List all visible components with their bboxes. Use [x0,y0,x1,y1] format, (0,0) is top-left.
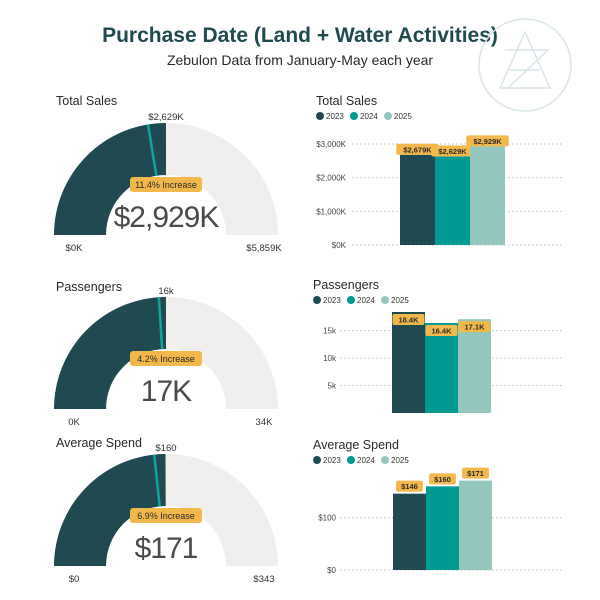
gauge-fill-passengers [54,297,166,409]
gauge-fill-total-sales [54,123,166,235]
gauge-value-passengers: 17K [141,375,192,408]
legend-marker-2025-passengers [381,296,389,304]
legend-marker-2024-passengers [347,296,355,304]
legend-label-2023-average-spend: 2023 [323,456,341,465]
gauge-badge-total-sales [130,177,202,192]
brand-logo-icon [478,18,572,112]
data-label-2023-passengers: 18.4K [398,316,419,325]
bar-2023-average-spend [393,493,426,570]
gauge-badge-label-passengers: 4.2% Increase [137,354,195,364]
bar-chart-total-sales: 2023 2024 2025 $0K $1,000K $2,000K $3,000K $2,6… [316,112,562,250]
gauge-badge-passengers [130,351,202,366]
gauge-title-passengers: Passengers [56,280,123,294]
data-label-badge-2024-average-spend [429,473,456,485]
data-label-badge-2023-total-sales [396,143,439,155]
bar-2023-total-sales [400,154,435,245]
gauge-marker-label-passengers: 16k [158,286,174,297]
y-tick-label-total-sales: $3,000K [316,140,346,149]
data-label-badge-2024-total-sales [431,145,474,157]
legend-label-2025-total-sales: 2025 [394,112,412,121]
page-title: Purchase Date (Land + Water Activities) [102,24,498,47]
legend-label-2025-average-spend: 2025 [391,456,409,465]
legend-label-2024-total-sales: 2024 [360,112,378,121]
gauge-marker-label-average-spend: $160 [155,443,176,454]
gauge-badge-average-spend [130,508,202,523]
legend-label-2025-passengers: 2025 [391,296,409,305]
bar-title-total-sales: Total Sales [316,94,378,108]
data-label-badge-2023-passengers [392,314,425,325]
gauge-badge-label-average-spend: 6.9% Increase [137,511,195,521]
bar-2023-passengers [392,312,425,413]
data-label-2023-total-sales: $2,679K [403,145,432,154]
legend-marker-2025-total-sales [384,112,392,120]
legend-marker-2025-average-spend [381,456,389,464]
gauge-value-average-spend: $171 [135,532,198,565]
bar-2025-passengers [458,319,491,413]
y-tick-label-total-sales: $2,000K [316,174,346,183]
gauge-passengers: 16k 0K 34K 4.2% Increase 17K [54,286,278,428]
bar-2025-total-sales [470,146,505,245]
data-label-2025-passengers: 17.1K [464,323,485,332]
gauge-title-total-sales: Total Sales [56,94,118,108]
gauge-marker-average-spend [152,454,161,507]
bar-title-average-spend: Average Spend [313,438,399,452]
gauge-average-spend: $160 $0 $343 6.9% Increase $171 [54,443,278,585]
legend-marker-2023-total-sales [316,112,324,120]
gauge-marker-label-total-sales: $2,629K [148,112,184,123]
legend-marker-2023-passengers [313,296,321,304]
bar-2024-total-sales [435,156,470,245]
y-tick-label-passengers: 10k [323,354,337,363]
y-tick-label-passengers: 5k [328,382,337,391]
legend-marker-2024-average-spend [347,456,355,464]
bar-title-passengers: Passengers [313,278,380,292]
data-label-2025-average-spend: $171 [467,469,484,478]
gauge-value-total-sales: $2,929K [114,201,220,234]
data-label-2024-average-spend: $160 [434,475,451,484]
data-label-2023-average-spend: $146 [401,482,418,491]
gauge-max-label-average-spend: $343 [253,574,274,585]
legend-marker-2024-total-sales [350,112,358,120]
y-tick-label-total-sales: $1,000K [316,207,346,216]
gauge-min-label-total-sales: $0K [66,243,84,254]
bar-chart-average-spend: 2023 2024 2025 $0 $100 $146 $160 $171 [313,456,562,575]
data-label-2024-total-sales: $2,629K [438,147,467,156]
y-tick-label-total-sales: $0K [332,241,347,250]
legend-label-2023-passengers: 2023 [323,296,341,305]
page-subtitle: Zebulon Data from January-May each year [166,52,434,68]
data-label-badge-2025-total-sales [466,135,509,147]
bar-2024-passengers [425,322,458,413]
legend-marker-2023-average-spend [313,456,321,464]
gauge-title-average-spend: Average Spend [56,436,142,450]
gauge-marker-passengers [157,297,164,350]
gauge-min-label-passengers: 0K [68,417,80,428]
legend-label-2024-average-spend: 2024 [357,456,375,465]
gauge-min-label-average-spend: $0 [69,574,80,585]
data-label-badge-2023-average-spend [396,480,423,492]
bar-2025-average-spend [459,480,492,570]
bar-2024-average-spend [426,486,459,570]
gauge-fill-average-spend [54,454,166,566]
data-label-badge-2025-average-spend [462,467,489,479]
y-tick-label-passengers: 15k [323,327,337,336]
y-tick-label-average-spend: $100 [318,514,336,523]
gauge-badge-label-total-sales: 11.4% Increase [135,180,197,190]
data-label-badge-2024-passengers [425,324,458,336]
legend-label-2023-total-sales: 2023 [326,112,344,121]
data-label-2024-passengers: 16.4K [431,326,452,335]
gauge-max-label-total-sales: $5,859K [246,243,282,254]
gauge-total-sales: $2,629K $0K $5,859K 11.4% Increase $2,929K [54,112,282,254]
y-tick-label-average-spend: $0 [327,566,336,575]
legend-label-2024-passengers: 2024 [357,296,375,305]
data-label-badge-2025-passengers [458,321,491,333]
bar-chart-passengers: 2023 2024 2025 5k 10k 15k 18.4K 16.4K 17.1K [313,296,562,413]
gauge-marker-total-sales [146,124,158,176]
gauge-max-label-passengers: 34K [256,417,274,428]
data-label-2025-total-sales: $2,929K [473,137,502,146]
